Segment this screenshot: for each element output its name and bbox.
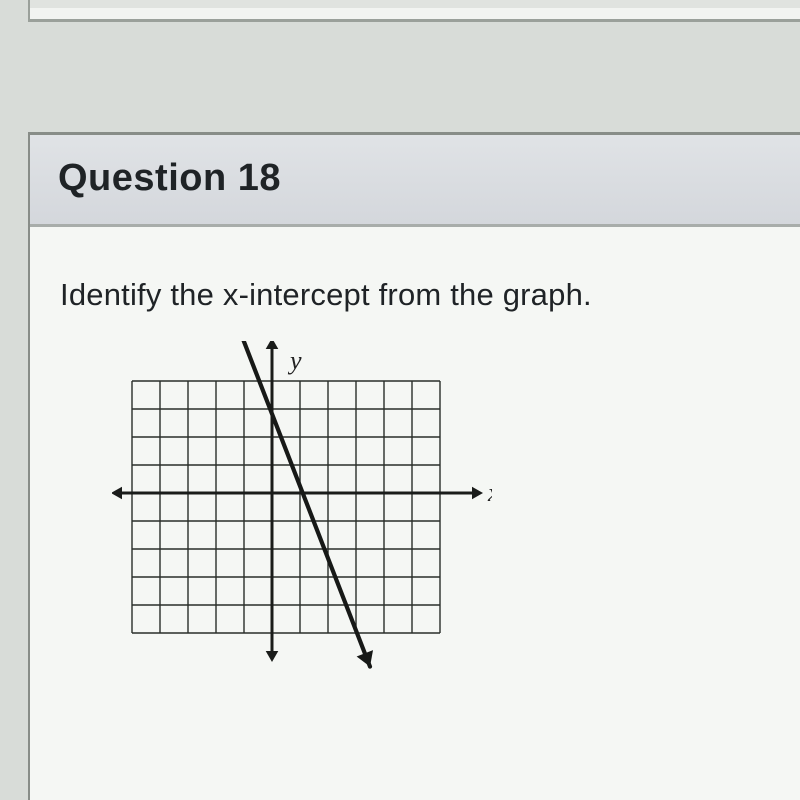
coordinate-graph: yx	[112, 341, 492, 671]
question-title: Question 18	[58, 157, 772, 200]
question-body: Identify the x-intercept from the graph.…	[30, 227, 800, 691]
question-card: Question 18 Identify the x-intercept fro…	[28, 132, 800, 800]
previous-card-edge	[28, 0, 800, 22]
svg-text:x: x	[487, 478, 492, 507]
svg-text:y: y	[287, 346, 302, 375]
graph-container: yx	[112, 341, 770, 671]
question-prompt: Identify the x-intercept from the graph.	[60, 277, 770, 313]
question-header: Question 18	[30, 135, 800, 227]
background-gap	[0, 22, 800, 132]
